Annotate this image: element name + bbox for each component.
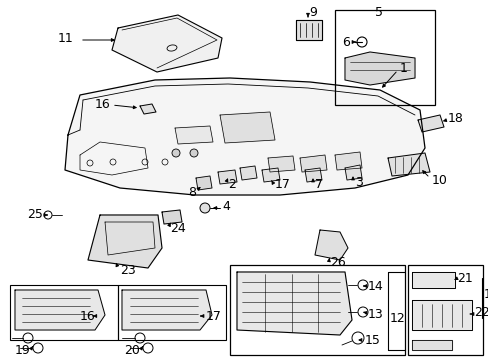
Polygon shape	[305, 168, 321, 182]
Text: 18: 18	[483, 288, 488, 302]
Text: 2: 2	[227, 179, 235, 192]
Polygon shape	[299, 155, 326, 172]
Polygon shape	[237, 272, 351, 335]
Polygon shape	[175, 126, 213, 144]
Text: 25: 25	[27, 208, 43, 221]
Text: 17: 17	[205, 310, 222, 323]
Polygon shape	[411, 272, 454, 288]
Polygon shape	[140, 104, 156, 114]
Circle shape	[190, 149, 198, 157]
Text: 19: 19	[14, 343, 30, 356]
Text: 7: 7	[314, 179, 323, 192]
Polygon shape	[15, 290, 105, 330]
Text: 5: 5	[374, 5, 382, 18]
Polygon shape	[162, 210, 182, 224]
Polygon shape	[88, 215, 162, 268]
Polygon shape	[218, 170, 237, 184]
Bar	[10, 285, 118, 340]
Circle shape	[200, 203, 209, 213]
Bar	[118, 285, 225, 340]
Text: 16: 16	[94, 99, 110, 112]
Polygon shape	[65, 78, 424, 195]
Polygon shape	[112, 15, 222, 72]
Polygon shape	[196, 176, 212, 190]
Polygon shape	[417, 115, 443, 132]
Text: 9: 9	[308, 5, 316, 18]
Text: 14: 14	[367, 279, 383, 292]
Polygon shape	[122, 290, 212, 330]
Text: 1: 1	[399, 62, 407, 75]
Text: 3: 3	[354, 176, 362, 189]
Text: 22: 22	[473, 306, 488, 320]
Bar	[229, 265, 404, 355]
Text: 20: 20	[124, 343, 140, 356]
Text: 26: 26	[329, 256, 345, 270]
Polygon shape	[314, 230, 347, 260]
Text: 10: 10	[431, 174, 447, 186]
Text: 11: 11	[57, 31, 73, 45]
Text: 12: 12	[389, 311, 405, 324]
Polygon shape	[345, 165, 361, 180]
Text: 13: 13	[367, 309, 383, 321]
Text: 4: 4	[222, 199, 229, 212]
Polygon shape	[345, 52, 414, 85]
Polygon shape	[220, 112, 274, 143]
Text: 16: 16	[79, 310, 95, 323]
Polygon shape	[262, 168, 280, 182]
Text: 18: 18	[447, 112, 463, 125]
Polygon shape	[387, 153, 429, 176]
Polygon shape	[411, 340, 451, 350]
Text: 8: 8	[187, 185, 196, 198]
Polygon shape	[334, 152, 361, 170]
Polygon shape	[240, 166, 257, 180]
Bar	[407, 265, 482, 355]
Polygon shape	[267, 156, 294, 172]
Text: 15: 15	[364, 333, 380, 346]
Text: 21: 21	[456, 271, 472, 284]
Polygon shape	[295, 20, 321, 40]
Text: 6: 6	[342, 36, 349, 49]
Text: 23: 23	[120, 264, 136, 276]
Polygon shape	[411, 300, 471, 330]
Circle shape	[172, 149, 180, 157]
Text: 24: 24	[170, 221, 185, 234]
Text: 17: 17	[274, 179, 290, 192]
Bar	[334, 10, 434, 105]
